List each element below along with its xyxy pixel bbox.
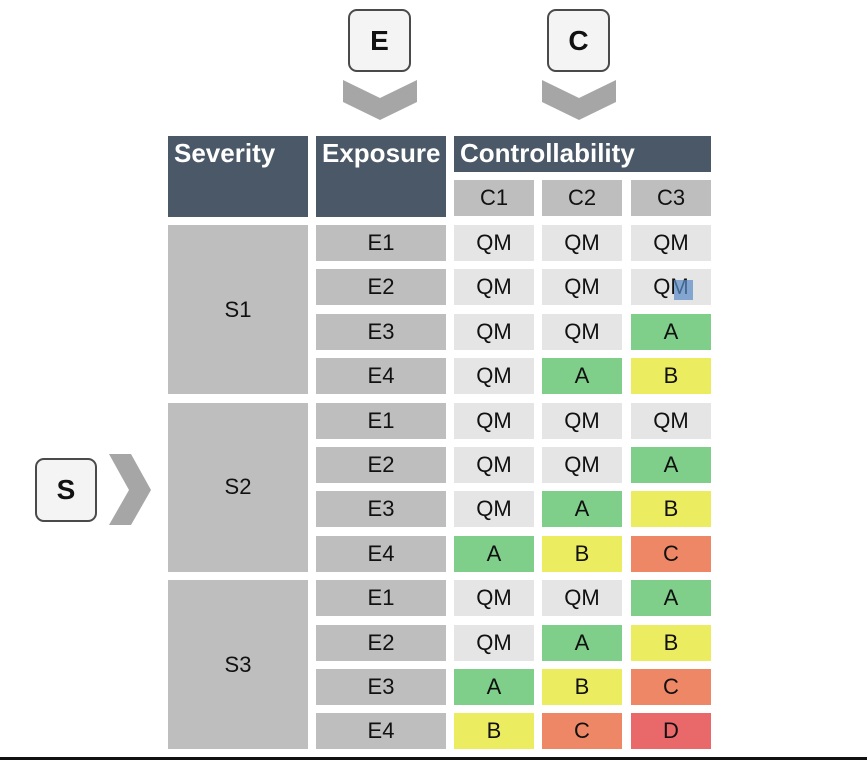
severity-s1: S1 (168, 225, 308, 395)
asil-cell-qm: QM (454, 402, 534, 439)
severity-s3: S3 (168, 580, 308, 750)
exposure-e3: E3 (316, 491, 446, 528)
asil-cell-qm: QM (454, 447, 534, 483)
asil-cell-qm: QM (542, 313, 622, 350)
controllability-chevron-icon (542, 80, 616, 120)
severity-key: S (35, 458, 97, 522)
asil-cell-qm: QM (454, 624, 534, 661)
exposure-e4: E4 (316, 358, 446, 395)
controllability-level-c2: C2 (542, 180, 622, 216)
asil-cell-qm: QM (454, 580, 534, 617)
exposure-e3: E3 (316, 313, 446, 350)
asil-cell-c: C (631, 535, 711, 572)
asil-cell-qm: QM (631, 225, 711, 261)
asil-cell-b: B (631, 624, 711, 661)
controllability-level-c3: C3 (631, 180, 711, 216)
asil-cell-qm: QM (454, 269, 534, 306)
exposure-e2: E2 (316, 447, 446, 483)
exposure-header: Exposure (316, 136, 446, 217)
asil-cell-b: B (631, 358, 711, 395)
asil-cell-qm: QM (542, 402, 622, 439)
asil-cell-c: C (631, 669, 711, 705)
asil-cell-a: A (542, 624, 622, 661)
exposure-e1: E1 (316, 225, 446, 261)
asil-cell-qm: QM (631, 269, 711, 306)
exposure-e1: E1 (316, 580, 446, 617)
asil-cell-b: B (454, 713, 534, 750)
exposure-e3: E3 (316, 669, 446, 705)
asil-cell-b: B (542, 535, 622, 572)
exposure-e4: E4 (316, 535, 446, 572)
controllability-key: C (547, 9, 610, 72)
asil-cell-c: C (542, 713, 622, 750)
asil-cell-b: B (542, 669, 622, 705)
asil-cell-qm: QM (542, 447, 622, 483)
asil-cell-qm: QM (542, 269, 622, 306)
exposure-e2: E2 (316, 269, 446, 306)
severity-chevron-icon (109, 454, 151, 525)
severity-s2: S2 (168, 402, 308, 572)
asil-cell-a: A (631, 580, 711, 617)
asil-cell-qm: QM (542, 225, 622, 261)
asil-cell-a: A (631, 313, 711, 350)
controllability-level-c1: C1 (454, 180, 534, 216)
asil-cell-qm: QM (454, 491, 534, 528)
asil-cell-a: A (631, 447, 711, 483)
exposure-key: E (348, 9, 411, 72)
asil-cell-a: A (454, 535, 534, 572)
asil-cell-qm: QM (454, 225, 534, 261)
asil-cell-qm: QM (542, 580, 622, 617)
asil-cell-d: D (631, 713, 711, 750)
exposure-e4: E4 (316, 713, 446, 750)
severity-header: Severity (168, 136, 308, 217)
bottom-rule (0, 757, 867, 760)
asil-cell-a: A (542, 491, 622, 528)
asil-cell-a: A (542, 358, 622, 395)
asil-cell-a: A (454, 669, 534, 705)
exposure-e1: E1 (316, 402, 446, 439)
asil-cell-qm: QM (454, 313, 534, 350)
selection-highlight (674, 280, 693, 300)
asil-cell-qm: QM (631, 402, 711, 439)
exposure-chevron-icon (343, 80, 417, 120)
controllability-header: Controllability (454, 136, 711, 172)
asil-cell-qm: QM (454, 358, 534, 395)
exposure-e2: E2 (316, 624, 446, 661)
asil-cell-b: B (631, 491, 711, 528)
